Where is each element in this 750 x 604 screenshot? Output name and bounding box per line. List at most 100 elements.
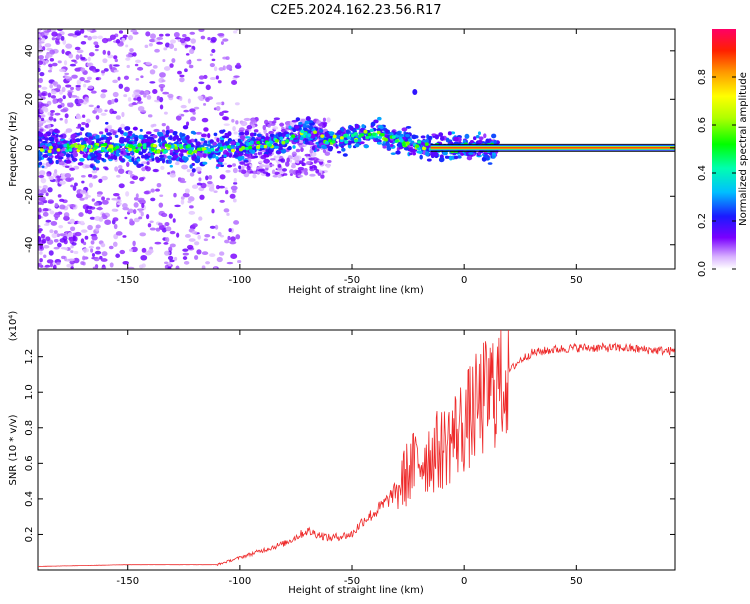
noise-dot	[169, 173, 176, 178]
noise-dot	[156, 95, 161, 101]
noise-dot	[173, 192, 177, 198]
noise-dot	[46, 259, 54, 264]
noise-dot	[122, 260, 129, 265]
noise-dot	[80, 40, 87, 45]
noise-dot	[257, 168, 265, 172]
band-dot	[195, 141, 201, 147]
band-dot	[196, 151, 201, 156]
noise-dot	[87, 224, 93, 231]
noise-dot	[230, 236, 236, 242]
band-dot	[434, 134, 440, 140]
noise-dot	[96, 193, 102, 198]
snr-xtick-label: -100	[229, 576, 252, 587]
noise-dot	[215, 106, 221, 111]
noise-dot	[159, 72, 166, 78]
noise-dot	[94, 48, 99, 52]
ridge-dot	[353, 139, 358, 143]
noise-dot	[120, 123, 126, 129]
band-dot	[207, 133, 211, 139]
noise-dot	[69, 63, 77, 67]
band-dot	[249, 132, 255, 137]
noise-dot	[141, 202, 145, 209]
ridge-dot	[401, 142, 406, 147]
noise-dot	[52, 172, 58, 177]
noise-dot	[138, 208, 142, 213]
band-dot	[243, 159, 249, 163]
band-dot	[190, 144, 195, 148]
noise-dot	[127, 97, 132, 102]
ridge-dot	[226, 145, 231, 149]
band-dot	[136, 163, 142, 169]
noise-dot	[154, 48, 160, 53]
ridge-dot	[142, 143, 147, 147]
ridge-dot	[328, 138, 333, 143]
band-dot	[117, 128, 122, 133]
noise-dot	[38, 174, 45, 178]
noise-dot	[266, 173, 271, 176]
noise-dot	[48, 63, 53, 68]
noise-dot	[135, 89, 141, 93]
noise-dot	[127, 35, 134, 41]
band-dot	[419, 154, 423, 160]
noise-dot	[188, 64, 194, 69]
noise-dot	[50, 90, 57, 95]
ridge-dot	[47, 149, 52, 154]
noise-dot	[83, 35, 88, 38]
noise-dot	[104, 109, 108, 112]
noise-dot	[114, 58, 118, 63]
band-dot	[385, 128, 389, 134]
noise-dot	[87, 173, 93, 178]
noise-dot	[64, 172, 72, 179]
band-dot	[439, 136, 445, 142]
band-dot	[79, 137, 84, 141]
noise-dot	[320, 174, 325, 179]
band-dot	[397, 142, 402, 148]
noise-dot	[221, 110, 229, 113]
noise-dot	[161, 123, 166, 127]
noise-dot	[273, 117, 281, 121]
noise-dot	[112, 79, 118, 84]
noise-dot	[149, 220, 154, 224]
noise-dot	[59, 198, 65, 202]
noise-dot	[213, 66, 218, 72]
noise-dot	[208, 175, 213, 180]
noise-dot	[38, 92, 43, 97]
noise-dot	[65, 128, 73, 133]
noise-dot	[164, 250, 170, 256]
noise-dot	[125, 57, 131, 61]
noise-dot	[102, 49, 107, 55]
band-dot	[179, 132, 183, 138]
band-dot	[99, 137, 105, 141]
noise-dot	[41, 86, 48, 90]
noise-dot	[286, 157, 290, 163]
noise-dot	[167, 93, 174, 98]
noise-dot	[107, 50, 111, 56]
band-dot	[77, 162, 84, 166]
noise-dot	[44, 43, 52, 48]
noise-dot	[69, 204, 76, 208]
noise-dot	[164, 221, 170, 227]
noise-dot	[38, 64, 41, 69]
band-dot	[159, 157, 163, 161]
band-dot	[95, 134, 100, 138]
band-dot	[249, 148, 253, 153]
noise-dot	[54, 112, 61, 116]
noise-dot	[38, 67, 41, 73]
noise-dot	[155, 227, 161, 232]
band-dot	[182, 156, 189, 162]
noise-dot	[45, 219, 52, 223]
ridge-dot	[256, 140, 261, 145]
noise-dot	[182, 256, 188, 260]
noise-dot	[230, 185, 238, 191]
band-dot	[381, 143, 386, 146]
noise-dot	[50, 220, 58, 226]
noise-dot	[70, 250, 74, 254]
ridge-dot	[129, 144, 134, 148]
noise-dot	[193, 86, 198, 92]
noise-dot	[203, 238, 209, 242]
band-dot	[189, 164, 193, 169]
noise-dot	[124, 216, 128, 220]
noise-dot	[132, 240, 136, 247]
noise-dot	[47, 187, 53, 193]
